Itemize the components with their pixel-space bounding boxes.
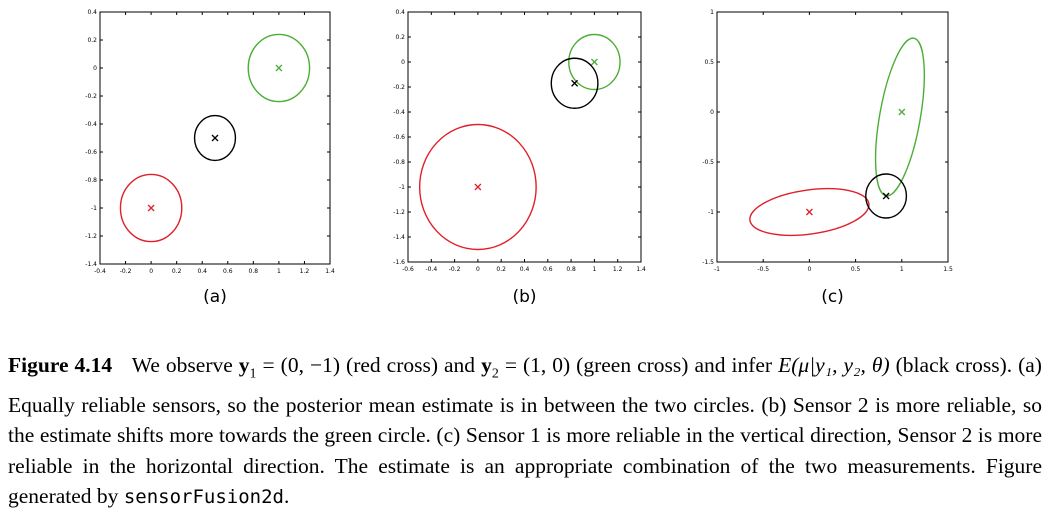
- x-tick-label: -0.2: [120, 268, 132, 275]
- caption-y1: y1: [238, 353, 257, 382]
- x-tick-label: 1.2: [300, 268, 310, 275]
- caption-code: sensorFusion2d: [123, 486, 284, 509]
- covariance-ellipse: [749, 187, 870, 237]
- covariance-ellipse: [193, 114, 237, 162]
- panel-2: -1 -0.5 0 0.5 1 1.510.50-0.5-1-1.5(c): [702, 9, 953, 307]
- plot-area: [119, 33, 311, 243]
- y-tick-label: -0.2: [393, 84, 405, 91]
- covariance-ellipse: [874, 37, 926, 197]
- x-tick-label: 0.8: [566, 266, 576, 273]
- y-tick-label: 0.2: [395, 34, 405, 41]
- x-tick-label: 0.4: [520, 266, 530, 273]
- x-tick-label: -0.6: [402, 266, 414, 273]
- panel-label: (a): [203, 287, 227, 307]
- axes-frame: [99, 11, 331, 265]
- x-tick-label: 1: [277, 268, 281, 275]
- figure-panels: -0.4 -0.2 0 0.2 0.4 0.6 0.8 1 1.2 1.40.40.20-0.2-…: [85, 9, 953, 307]
- x-tick-label: 0.6: [543, 266, 553, 273]
- cross-marker: [474, 183, 482, 191]
- covariance-ellipse: [550, 57, 599, 109]
- y-tick-label: 1: [710, 9, 714, 16]
- y-tick-label: -1.4: [393, 234, 405, 241]
- y-tick-label: 0: [93, 65, 97, 72]
- y-tick-label: 0.4: [395, 9, 405, 16]
- cross-marker: [211, 134, 219, 142]
- x-tick-label: 0.4: [197, 268, 207, 275]
- x-tick-label: 0.6: [223, 268, 233, 275]
- covariance-ellipse: [418, 123, 537, 251]
- caption-y2: y2: [481, 353, 499, 382]
- x-tick-label: 0: [476, 266, 480, 273]
- caption-text-2: (red cross) and: [346, 353, 482, 377]
- panel-label: (c): [821, 287, 844, 307]
- y-tick-label: -1: [91, 205, 97, 212]
- y-tick-label: -0.4: [393, 109, 405, 116]
- figure-label: Figure 4.14: [8, 353, 113, 377]
- caption-expression: E(μ|y₁, y₂, θ): [778, 353, 890, 377]
- covariance-ellipse: [568, 33, 621, 91]
- x-tick-label: 0.2: [172, 268, 182, 275]
- cross-marker: [147, 204, 155, 212]
- y-tick-label: -1.6: [393, 259, 405, 266]
- x-tick-label: 1.2: [613, 266, 623, 273]
- x-tick-label: 0.5: [851, 266, 861, 273]
- covariance-ellipse: [247, 33, 311, 103]
- x-tick-label: 1: [592, 266, 596, 273]
- cross-marker: [805, 208, 813, 216]
- y-tick-label: -0.6: [85, 149, 97, 156]
- axes-frame: [716, 11, 949, 263]
- panel-label: (b): [512, 287, 536, 307]
- x-tick-label: 0: [807, 266, 811, 273]
- y-tick-label: 0.2: [87, 37, 97, 44]
- figure-caption: Figure 4.14 We observe y1 = (0, −1) (red…: [8, 350, 1042, 513]
- x-tick-label: 1.4: [636, 266, 646, 273]
- cross-marker: [571, 79, 579, 87]
- plot-area: [749, 37, 926, 237]
- x-tick-label: -0.4: [94, 268, 106, 275]
- caption-text-1: We observe: [131, 353, 239, 377]
- caption-eq1: = (0, −1): [256, 353, 341, 377]
- x-tick-label: 0.8: [249, 268, 259, 275]
- y-tick-label: 0.4: [87, 9, 97, 16]
- x-tick-label: -0.4: [425, 266, 437, 273]
- x-tick-label: -0.2: [449, 266, 461, 273]
- x-tick-label: 0: [149, 268, 153, 275]
- y-tick-label: -1.2: [393, 209, 405, 216]
- y-tick-label: -0.2: [85, 93, 97, 100]
- y-tick-label: -1: [708, 209, 714, 216]
- y-tick-label: -1.2: [85, 233, 97, 240]
- y-tick-label: -0.6: [393, 134, 405, 141]
- cross-marker: [275, 64, 283, 72]
- y-tick-label: 0: [401, 59, 405, 66]
- x-tick-label: 1.5: [943, 266, 953, 273]
- plot-area: [418, 33, 621, 251]
- y-tick-label: 0.5: [704, 59, 714, 66]
- x-tick-label: 0.2: [496, 266, 506, 273]
- x-tick-label: -1: [714, 266, 720, 273]
- caption-end: .: [283, 484, 290, 509]
- y-tick-label: 0: [710, 109, 714, 116]
- x-tick-label: 1: [900, 266, 904, 273]
- cross-marker: [882, 192, 890, 200]
- x-tick-label: -0.5: [757, 266, 769, 273]
- cross-marker: [590, 58, 598, 66]
- y-tick-label: -1.5: [702, 259, 714, 266]
- y-tick-label: -0.5: [702, 159, 714, 166]
- y-tick-label: -0.4: [85, 121, 97, 128]
- cross-marker: [898, 108, 906, 116]
- y-tick-label: -1: [399, 184, 405, 191]
- panel-1: -0.6 -0.4 -0.2 0 0.2 0.4 0.6 0.8 1 1.2 1.4 0.4 0.2 0 -…: [393, 9, 646, 307]
- x-tick-label: 1.4: [325, 268, 335, 275]
- covariance-ellipse: [865, 173, 908, 219]
- y-tick-label: -0.8: [393, 159, 405, 166]
- caption-text-3: (green cross) and infer: [570, 353, 779, 377]
- covariance-ellipse: [119, 173, 183, 243]
- y-tick-label: -1.4: [85, 261, 97, 268]
- caption-eq2: = (1, 0): [498, 353, 571, 377]
- caption-text-4: (black cross). (a) Equally reliable sens…: [8, 353, 1042, 509]
- y-tick-label: -0.8: [85, 177, 97, 184]
- panel-0: -0.4 -0.2 0 0.2 0.4 0.6 0.8 1 1.2 1.4 0.4 0.2 0 -0.2 -…: [85, 9, 335, 307]
